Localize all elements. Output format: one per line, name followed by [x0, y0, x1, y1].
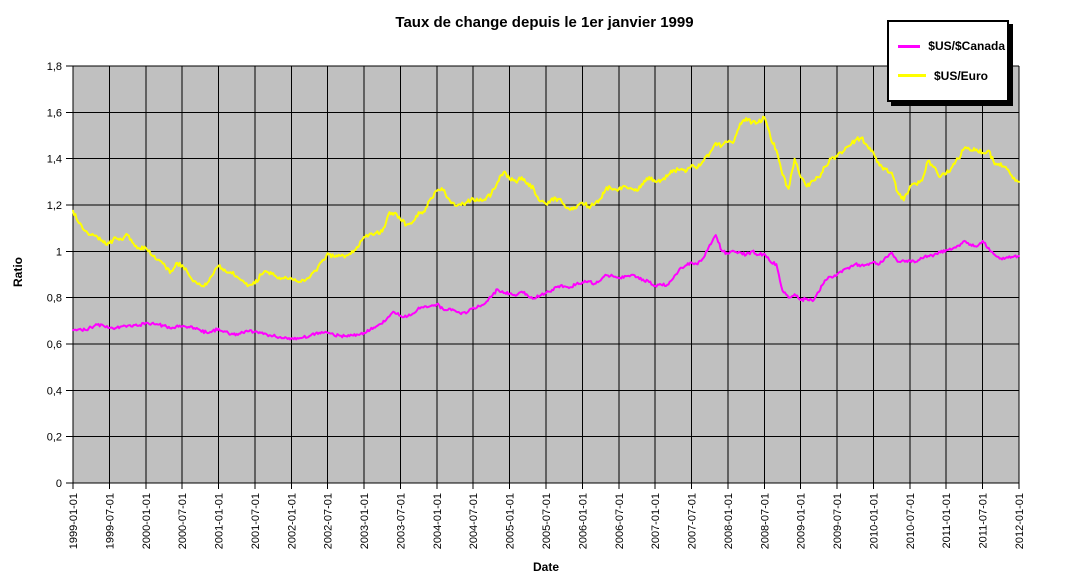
x-tick-label: 2006-01-01: [577, 493, 589, 549]
x-tick-label: 2000-07-01: [177, 493, 189, 549]
x-tick-label: 2008-07-01: [759, 493, 771, 549]
x-tick-label: 2011-07-01: [978, 493, 990, 548]
y-tick-label: 1,8: [47, 61, 62, 73]
x-tick-label: 2008-01-01: [723, 493, 735, 549]
x-tick-label: 2005-01-01: [505, 493, 517, 549]
y-tick-label: 0,8: [47, 293, 62, 305]
legend-label-us-euro: $US/Euro: [934, 68, 989, 83]
x-tick-label: 2002-01-01: [286, 493, 298, 549]
x-axis-title: Date: [532, 560, 559, 574]
x-tick-label: 2010-07-01: [905, 493, 917, 549]
x-tick-label: 2001-07-01: [250, 493, 262, 549]
legend-item-us-canada: $US/$Canada: [898, 39, 1005, 53]
x-tick-label: 2011-01-01: [941, 493, 953, 548]
legend-swatch-us-canada: [898, 44, 921, 48]
x-tick-label: 2007-07-01: [687, 493, 699, 549]
x-tick-label: 2005-07-01: [541, 493, 553, 549]
x-tick-label: 2006-07-01: [614, 493, 626, 549]
y-axis-title: Ratio: [11, 257, 25, 287]
x-tick-label: 1999-07-01: [104, 493, 116, 549]
x-tick-label: 2007-01-01: [650, 493, 662, 549]
x-tick-label: 2010-01-01: [868, 493, 880, 549]
series-line-us-canada: [72, 234, 1020, 341]
series-line-us-euro: [72, 115, 1020, 288]
y-tick-label: 1: [56, 246, 62, 258]
x-tick-label: 1999-01-01: [68, 493, 80, 549]
legend: $US/$Canada $US/Euro: [887, 20, 1009, 102]
y-tick-label: 1,6: [47, 107, 62, 119]
legend-swatch-us-euro: [898, 74, 926, 78]
x-tick-label: 2009-01-01: [796, 493, 808, 549]
legend-item-us-euro: $US/Euro: [898, 69, 1005, 83]
x-tick-label: 2002-07-01: [323, 493, 335, 549]
y-tick-label: 0,4: [47, 385, 62, 397]
y-tick-label: 1,4: [47, 154, 62, 166]
x-tick-label: 2004-07-01: [468, 493, 480, 549]
y-tick-label: 1,2: [47, 200, 62, 212]
chart-title: Taux de change depuis le 1er janvier 199…: [395, 14, 694, 31]
y-tick-label: 0,6: [47, 339, 62, 351]
legend-label-us-canada: $US/$Canada: [928, 39, 1005, 54]
x-tick-label: 2009-07-01: [832, 493, 844, 549]
x-tick-label: 2003-07-01: [395, 493, 407, 549]
y-tick-label: 0,2: [47, 432, 62, 444]
x-tick-label: 2003-01-01: [359, 493, 371, 549]
x-tick-label: 2001-01-01: [214, 493, 226, 549]
x-tick-label: 2000-01-01: [141, 493, 153, 549]
x-tick-label: 2004-01-01: [432, 493, 444, 549]
y-tick-label: 0: [56, 478, 62, 490]
x-tick-label: 2012-01-01: [1014, 493, 1026, 549]
